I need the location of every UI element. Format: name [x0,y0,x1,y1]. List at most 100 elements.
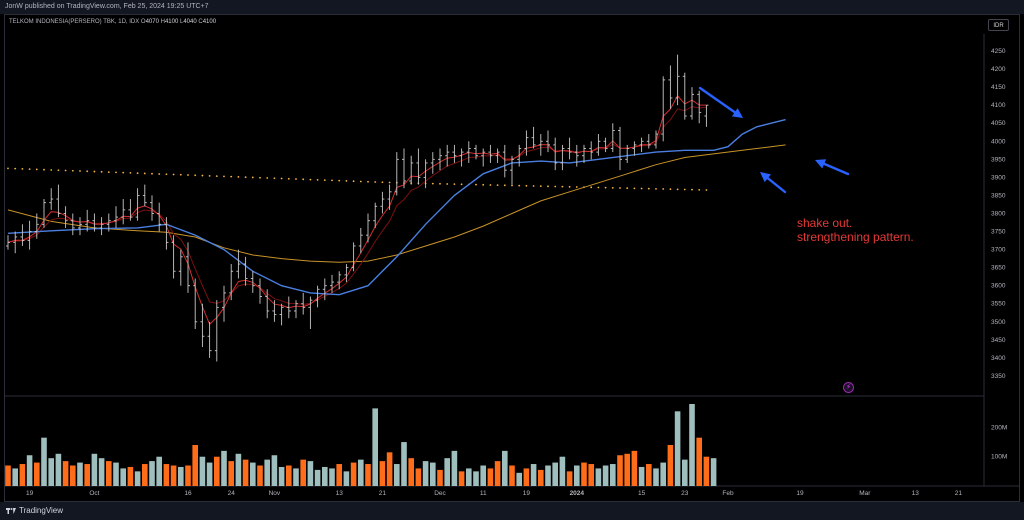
ohlc-bar [330,274,334,293]
ohlc-bar [99,217,104,236]
dotted-ma-point [647,187,650,190]
dotted-ma-point [352,180,355,183]
volume-bar [242,459,249,486]
dotted-ma-point [590,186,593,189]
ohlc-bar [315,285,320,308]
volume-bar [91,453,98,486]
arrow-head [815,159,827,169]
dotted-ma-point [71,169,74,172]
price-tick-label: 4150 [991,84,1006,91]
volume-bar [617,455,623,486]
ohlc-bar [56,184,61,218]
dotted-ma-point [79,170,81,172]
dotted-ma-point [266,177,269,179]
ohlc-bar [481,148,486,167]
ohlc-bar [322,278,327,301]
dotted-ma-point [345,180,348,182]
volume-bar [502,450,508,486]
footer-bar: TradingView [0,502,1024,520]
ohlc-bar [49,188,54,210]
volume-bar [156,456,162,486]
ohlc-bar [538,134,543,156]
ema-slow-red-line [7,106,707,305]
ohlc-bar [27,220,32,250]
volume-bar [624,453,630,486]
annotation-line-2: strengthening pattern. [797,230,914,244]
dotted-ma-point [489,184,492,186]
volume-bar [602,465,609,486]
ohlc-bar [272,300,277,322]
ohlc-bar [164,217,169,250]
ohlc-bar [186,242,190,293]
volume-bar [19,464,26,486]
time-tick-label: 19 [26,490,34,497]
dotted-ma-point [302,178,305,181]
dotted-ma-point [683,188,686,191]
ohlc-bar [294,300,298,319]
dotted-ma-point [35,168,38,171]
ohlc-bar [524,130,529,156]
dotted-ma-series [7,167,708,191]
volume-bar [689,404,695,486]
volume-bar [228,461,234,486]
dotted-ma-point [503,184,506,187]
price-tick-label: 3400 [991,355,1006,362]
volume-bar [192,445,198,486]
time-tick-label: 21 [379,490,387,497]
ohlc-bar [654,130,658,149]
dotted-ma-point [446,183,449,185]
dotted-ma-point [525,184,528,187]
volume-bar [163,464,170,486]
arrow-shaft [766,177,787,194]
dotted-ma-point [14,167,17,170]
ma-orange-line [7,144,786,263]
time-tick-label: 21 [955,490,963,497]
dotted-ma-point [575,186,578,188]
ohlc-bar [114,206,118,228]
legend-high: H4100 [160,19,179,25]
ohlc-bar [207,321,212,358]
dotted-ma-point [28,168,31,171]
volume-bar [386,452,393,486]
ohlc-series [6,54,709,362]
dotted-ma-point [259,176,261,179]
dotted-ma-point [475,183,477,186]
volume-tick-label: 200M [991,424,1007,431]
ohlc-bar [150,195,154,221]
symbol-legend: TELKOM INDONESIA(PERSERO) TBK, 1D, IDX O… [9,19,216,25]
price-tick-label: 4250 [991,48,1006,55]
dotted-ma-point [518,184,521,187]
dotted-ma-point [561,185,564,188]
volume-bar [106,461,112,486]
time-tick-label: 13 [912,490,920,497]
volume-bar [710,458,717,486]
volume-bar [682,459,688,486]
ohlc-bar [632,141,637,156]
dotted-ma-point [57,169,60,172]
dotted-ma-point [669,188,672,191]
volume-bar [703,456,710,486]
lightning-icon[interactable]: ⚡ [843,382,854,393]
time-tick-label: 23 [681,490,689,497]
dotted-ma-point [136,172,139,175]
ohlc-bar [178,249,183,286]
ohlc-bar [466,141,471,163]
ohlc-bar [639,137,644,153]
dotted-ma-point [251,176,254,179]
ohlc-bar [214,300,219,362]
ohlc-bar [286,296,291,319]
tradingview-logo-icon [6,508,16,514]
volume-bar [451,450,458,486]
dotted-ma-point [151,172,153,175]
volume-bar [588,464,594,486]
dotted-ma-point [50,169,53,171]
ohlc-bar [380,191,385,214]
ohlc-bar [517,144,522,167]
ohlc-bar [308,296,313,330]
ohlc-bar [78,217,82,236]
currency-button[interactable]: IDR [988,19,1009,31]
ohlc-bar [704,104,709,127]
ohlc-bar [351,242,356,272]
volume-bar [278,466,285,486]
